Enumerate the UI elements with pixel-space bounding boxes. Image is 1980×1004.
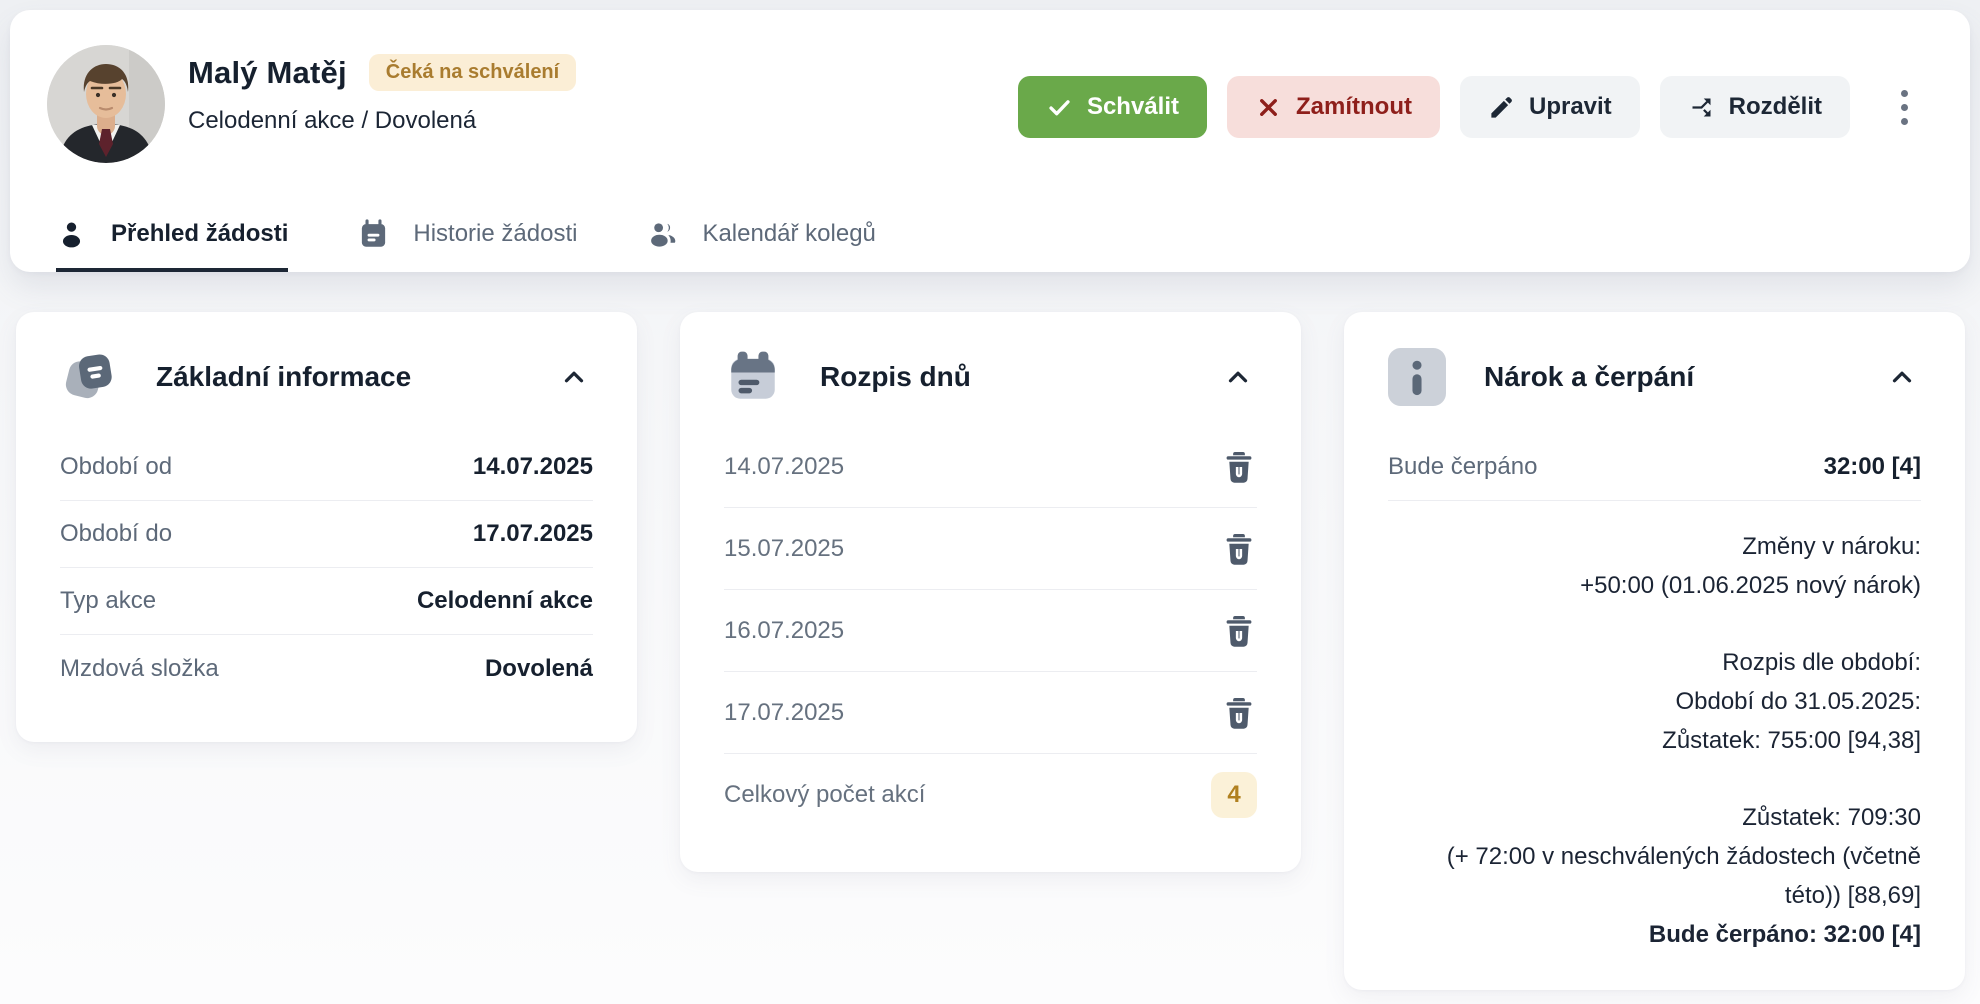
day-schedule-rows: 14.07.2025 15.07.2025 [680, 426, 1301, 836]
card-title: Základní informace [156, 361, 412, 392]
row-label: Typ akce [60, 587, 157, 614]
employee-name: Malý Matěj [188, 54, 347, 90]
edit-button-label: Upravit [1528, 93, 1612, 120]
tab-label: Historie žádosti [413, 220, 578, 247]
total-actions-label: Celkový počet akcí [724, 781, 926, 808]
day-schedule-card-header: Rozpis dnů [680, 312, 1301, 406]
list-item: 14.07.2025 [724, 426, 1257, 508]
avatar-portrait-image [47, 45, 165, 163]
entitlement-period-paragraph: Rozpis dle období: Období do 31.05.2025:… [1662, 649, 1921, 754]
employee-avatar [47, 45, 165, 163]
tab-bar: Přehled žádosti Historie žádosti Kalendá… [56, 200, 876, 272]
table-row: Typ akce Celodenní akce [60, 568, 593, 635]
tab-label: Kalendář kolegů [702, 220, 876, 247]
x-icon [1260, 98, 1277, 116]
entitlement-changes-paragraph: Změny v nároku: +50:00 (01.06.2025 nový … [1580, 533, 1921, 599]
trash-icon [1226, 615, 1252, 647]
content-cards: Základní informace Období od 14.07.2025 … [16, 312, 1965, 990]
row-label: Mzdová složka [60, 654, 219, 682]
basic-info-card-header: Základní informace [16, 312, 637, 406]
calendar-icon [724, 348, 782, 406]
chevron-up-icon [1892, 371, 1912, 383]
row-label: Období od [60, 453, 173, 480]
card-title: Rozpis dnů [820, 361, 971, 392]
entitlement-card-header: Nárok a čerpání [1344, 312, 1965, 406]
status-badge: Čeká na schválení [368, 54, 577, 91]
delete-day-button[interactable] [1223, 695, 1257, 731]
info-icon [1388, 348, 1446, 406]
tab-request-history[interactable]: Historie žádosti [358, 200, 577, 272]
list-item: 17.07.2025 [724, 672, 1257, 754]
tab-colleagues-calendar[interactable]: Kalendář kolegů [647, 200, 876, 272]
total-actions-badge: 4 [1211, 772, 1257, 818]
tab-request-overview[interactable]: Přehled žádosti [56, 200, 289, 272]
people-icon [651, 222, 676, 247]
split-icon [1692, 98, 1711, 116]
table-row: Mzdová složka Dovolená [60, 635, 593, 702]
row-label: Období do [60, 520, 173, 547]
trash-icon [1226, 533, 1252, 565]
pencil-icon [1491, 96, 1512, 118]
trash-icon [1226, 451, 1252, 483]
day-date: 14.07.2025 [724, 452, 845, 480]
table-row: Období do 17.07.2025 [60, 501, 593, 568]
row-label: Bude čerpáno [1388, 453, 1538, 480]
day-date: 16.07.2025 [724, 616, 845, 644]
kebab-menu-icon [1900, 89, 1908, 97]
request-type-subtitle: Celodenní akce / Dovolená [188, 107, 477, 134]
reject-button[interactable]: Zamítnout [1227, 76, 1440, 138]
card-title: Nárok a čerpání [1484, 361, 1695, 392]
entitlement-summary: Bude čerpáno: 32:00 [4] [1648, 921, 1921, 948]
table-row: Období od 14.07.2025 [60, 434, 593, 501]
edit-button[interactable]: Upravit [1459, 76, 1640, 138]
more-actions-button[interactable] [1884, 76, 1924, 138]
basic-info-card: Základní informace Období od 14.07.2025 … [16, 312, 637, 742]
delete-day-button[interactable] [1223, 613, 1257, 649]
approve-button-label: Schválit [1086, 93, 1179, 120]
total-actions-row: Celkový počet akcí 4 [724, 754, 1257, 836]
request-header-card: Malý Matěj Čeká na schválení Celodenní a… [10, 10, 1970, 272]
collapse-entitlement-button[interactable] [1887, 360, 1921, 394]
day-date: 15.07.2025 [724, 534, 845, 562]
entitlement-rows: Bude čerpáno 32:00 [4] [1344, 434, 1965, 501]
table-row: Bude čerpáno 32:00 [4] [1388, 434, 1921, 501]
calendar-icon [362, 218, 386, 247]
split-button[interactable]: Rozdělit [1659, 76, 1850, 138]
notes-icon [60, 348, 118, 406]
basic-info-rows: Období od 14.07.2025 Období do 17.07.202… [16, 434, 637, 702]
row-value: Dovolená [484, 654, 593, 682]
trash-icon [1226, 697, 1252, 729]
entitlement-details: Změny v nároku: +50:00 (01.06.2025 nový … [1344, 501, 1965, 954]
approve-button[interactable]: Schválit [1017, 76, 1207, 138]
chevron-up-icon [564, 371, 584, 383]
row-value: 32:00 [4] [1823, 453, 1921, 480]
row-value: Celodenní akce [416, 587, 593, 614]
list-item: 15.07.2025 [724, 508, 1257, 590]
day-date: 17.07.2025 [724, 698, 845, 726]
delete-day-button[interactable] [1223, 531, 1257, 567]
list-item: 16.07.2025 [724, 590, 1257, 672]
delete-day-button[interactable] [1223, 449, 1257, 485]
collapse-day-schedule-button[interactable] [1223, 360, 1257, 394]
tab-label: Přehled žádosti [111, 220, 289, 247]
check-icon [1049, 99, 1070, 115]
day-schedule-card: Rozpis dnů 14.07.2025 15.07.2025 [680, 312, 1301, 872]
employee-identity: Malý Matěj Čeká na schválení Celodenní a… [188, 54, 577, 135]
entitlement-balance-paragraph: Zůstatek: 709:30 (+ 72:00 v neschválenýc… [1388, 798, 1921, 954]
split-button-label: Rozdělit [1728, 93, 1822, 120]
entitlement-card: Nárok a čerpání Bude čerpáno 32:00 [4] Z… [1344, 312, 1965, 990]
collapse-basic-info-button[interactable] [559, 360, 593, 394]
action-buttons: Schválit Zamítnout Upravit Rozdělit [1017, 76, 1924, 138]
chevron-up-icon [1228, 371, 1248, 383]
row-value: 17.07.2025 [472, 520, 593, 547]
person-icon [62, 221, 81, 247]
row-value: 14.07.2025 [472, 453, 593, 480]
reject-button-label: Zamítnout [1296, 93, 1412, 120]
